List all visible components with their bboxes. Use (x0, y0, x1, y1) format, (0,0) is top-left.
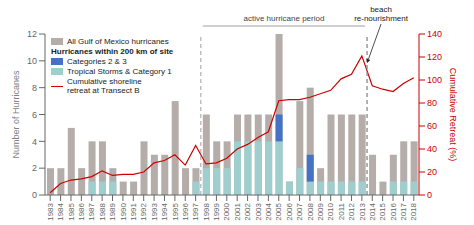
svg-text:2017: 2017 (399, 202, 408, 220)
svg-text:2016: 2016 (389, 202, 398, 220)
svg-text:1984: 1984 (56, 202, 65, 220)
svg-text:1986: 1986 (77, 202, 86, 220)
svg-text:active hurricane period: active hurricane period (243, 14, 324, 23)
svg-text:140: 140 (427, 29, 442, 39)
svg-text:2012: 2012 (347, 202, 356, 220)
svg-text:20: 20 (427, 167, 437, 177)
svg-text:1998: 1998 (202, 202, 211, 220)
svg-text:60: 60 (427, 121, 437, 131)
svg-text:2004: 2004 (264, 202, 273, 220)
svg-text:1993: 1993 (150, 202, 159, 220)
svg-text:2013: 2013 (358, 202, 367, 220)
svg-text:2007: 2007 (295, 202, 304, 220)
svg-text:2010: 2010 (326, 202, 335, 220)
svg-text:1989: 1989 (108, 202, 117, 220)
svg-text:1987: 1987 (87, 202, 96, 220)
svg-text:8: 8 (32, 83, 37, 93)
svg-text:1983: 1983 (46, 202, 55, 220)
svg-text:40: 40 (427, 144, 437, 154)
svg-text:0: 0 (427, 190, 432, 200)
svg-text:100: 100 (427, 75, 442, 85)
svg-text:2000: 2000 (222, 202, 231, 220)
svg-text:1992: 1992 (139, 202, 148, 220)
svg-text:2014: 2014 (368, 202, 377, 220)
svg-text:10: 10 (27, 56, 37, 66)
svg-text:0: 0 (32, 190, 37, 200)
svg-text:4: 4 (32, 137, 37, 147)
svg-text:80: 80 (427, 98, 437, 108)
svg-text:2002: 2002 (243, 202, 252, 220)
svg-text:1996: 1996 (181, 202, 190, 220)
svg-text:2015: 2015 (378, 202, 387, 220)
svg-text:2: 2 (32, 163, 37, 173)
svg-text:1991: 1991 (129, 202, 138, 220)
svg-text:1997: 1997 (191, 202, 200, 220)
svg-text:2006: 2006 (285, 202, 294, 220)
svg-text:1990: 1990 (119, 202, 128, 220)
svg-text:2018: 2018 (409, 202, 418, 220)
svg-text:2008: 2008 (306, 202, 315, 220)
svg-text:2009: 2009 (316, 202, 325, 220)
svg-text:beachre-nourishment: beachre-nourishment (354, 5, 409, 23)
svg-text:2011: 2011 (337, 202, 346, 220)
html-text:Categories 2 & 3: Categories 2 & 3 (67, 57, 127, 66)
svg-text:6: 6 (32, 110, 37, 120)
html-text:Tropical Storms & Category 1: Tropical Storms & Category 1 (67, 67, 172, 76)
svg-text:Cumulative Retreat (%): Cumulative Retreat (%) (448, 68, 458, 162)
svg-text:12: 12 (27, 29, 37, 39)
svg-text:1995: 1995 (171, 202, 180, 220)
html-text:All Gulf of Mexico hurricanes: All Gulf of Mexico hurricanes (67, 37, 169, 46)
svg-text:1985: 1985 (67, 202, 76, 220)
svg-text:2003: 2003 (254, 202, 263, 220)
svg-text:Number of Hurricanes: Number of Hurricanes (11, 70, 21, 159)
svg-text:1999: 1999 (212, 202, 221, 220)
svg-text:1994: 1994 (160, 202, 169, 220)
svg-text:2005: 2005 (274, 202, 283, 220)
svg-text:2001: 2001 (233, 202, 242, 220)
html-text:Cumulative shoreline retreat a: Cumulative shoreline retreat at Transect… (67, 77, 142, 95)
svg-text:1988: 1988 (98, 202, 107, 220)
html-text:Hurricanes within 200 km of si: Hurricanes within 200 km of site (51, 47, 174, 56)
svg-text:120: 120 (427, 52, 442, 62)
